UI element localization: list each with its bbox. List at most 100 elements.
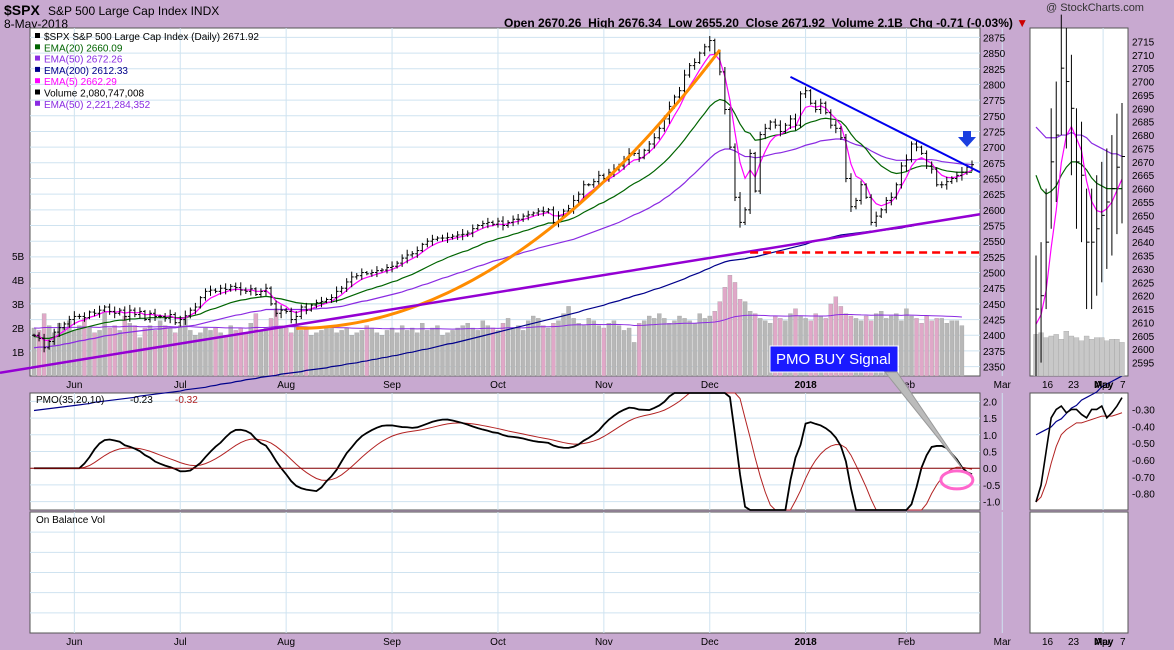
ema50-line — [33, 138, 973, 349]
volume-bar — [581, 325, 586, 377]
volume-bar — [188, 330, 193, 377]
volume-bar — [687, 320, 692, 377]
volume-label: Volume — [831, 16, 875, 30]
security-name-text: S&P 500 Large Cap Index — [48, 4, 188, 18]
time-tick-label: Dec — [701, 380, 719, 391]
volume-bar — [919, 323, 924, 377]
parabolic-trendline — [296, 49, 722, 330]
zoom-pmo-tick: -0.50 — [1132, 439, 1155, 450]
volume-bar — [505, 318, 511, 377]
open-label: Open — [504, 16, 535, 30]
volume-bar — [97, 330, 102, 377]
time-tick-label-bottom: 2018 — [794, 637, 817, 648]
zoom-time-tick: 7 — [1120, 380, 1126, 391]
zoom-time-tick: 23 — [1068, 380, 1080, 391]
price-tick-label: 2875 — [983, 33, 1006, 44]
time-tick-label: 2018 — [794, 380, 817, 391]
volume-bar — [173, 332, 178, 377]
volume-bar — [364, 325, 370, 377]
volume-bar — [228, 325, 233, 377]
time-tick-label-bottom: Jun — [66, 637, 82, 648]
volume-bar — [793, 308, 798, 377]
volume-bar — [445, 332, 450, 377]
volume-bar — [455, 327, 460, 377]
time-tick-label: Mar — [994, 380, 1012, 391]
volume-bar — [667, 323, 672, 377]
volume-bar — [531, 315, 536, 377]
legend-entry: $SPX S&P 500 Large Cap Index (Daily) 267… — [44, 32, 259, 43]
volume-bar — [435, 325, 440, 377]
pmo-axis: 2.0 1.5 1.0 0.5 0.0 -0.5 -1.0 — [983, 397, 1001, 508]
volume-bar — [682, 318, 687, 377]
price-tick-label: 2725 — [983, 127, 1006, 138]
zoom-volume-bar — [1094, 337, 1100, 377]
zoom-price-tick: 2620 — [1132, 292, 1155, 303]
volume-bar — [389, 327, 395, 377]
security-name: S&P 500 Large Cap Index INDX — [48, 4, 219, 18]
obv-title: On Balance Vol — [36, 515, 105, 526]
volume-bar — [914, 318, 919, 377]
chg-label: Chg — [909, 16, 933, 30]
volume-bar — [566, 306, 571, 377]
zoom-ema20-line — [1035, 161, 1122, 195]
volume-bar — [450, 330, 455, 377]
volume-bar — [223, 335, 228, 377]
volume-bar — [742, 301, 748, 377]
chg-value: -0.71 (-0.03%) — [936, 16, 1013, 30]
volume-bar — [763, 320, 768, 377]
zoom-volume-bar — [1083, 335, 1090, 377]
volume-bar — [813, 313, 818, 377]
volume-bar — [102, 311, 107, 377]
volume-bar — [152, 330, 158, 377]
volume-bar — [465, 323, 470, 377]
ohlc-bar: Open 2670.26 High 2676.34 Low 2655.20 Cl… — [504, 16, 1028, 30]
volume-bar — [541, 325, 546, 377]
zoom-time-tick-bottom: May — [1094, 637, 1114, 648]
zoom-price-tick: 2605 — [1132, 332, 1155, 343]
volume-bar — [662, 318, 667, 377]
price-tick-label: 2400 — [983, 331, 1006, 342]
volume-bar — [571, 318, 576, 377]
volume-bar — [526, 320, 531, 377]
zoom-price-tick: 2640 — [1132, 238, 1155, 249]
legend-entry: EMA(20) 2660.09 — [44, 43, 123, 54]
volume-bars — [31, 275, 965, 377]
high-value: 2676.34 — [618, 16, 662, 30]
pmo-title: PMO(35,20,10) — [36, 395, 104, 406]
volume-bar — [737, 299, 743, 377]
zoom-pmo-axis: -0.30 -0.40 -0.50 -0.60 -0.70 -0.80 — [1132, 405, 1155, 500]
zoom-volume-bar — [1119, 342, 1125, 377]
zoom-time-tick: May — [1094, 380, 1114, 391]
zoom-volume-bar — [1088, 339, 1095, 377]
price-tick-label: 2850 — [983, 49, 1006, 60]
price-tick-label: 2375 — [983, 347, 1006, 358]
time-tick-label: Jun — [66, 380, 82, 391]
zoom-volume-bar — [1053, 334, 1059, 377]
time-tick-label-bottom: Jul — [174, 637, 187, 648]
zoom-price-tick: 2695 — [1132, 91, 1155, 102]
pmo-signal-line — [34, 392, 973, 511]
volume-bar — [304, 327, 309, 377]
zoom-price-tick: 2705 — [1132, 64, 1155, 75]
volume-bar — [596, 325, 601, 377]
volume-bar — [415, 332, 420, 377]
zoom-time-tick-bottom: 23 — [1068, 637, 1080, 648]
annotation-text: PMO BUY Signal — [776, 351, 891, 368]
volume-bar — [652, 318, 657, 377]
price-tick-label: 2425 — [983, 316, 1006, 327]
time-tick-label-bottom: Apr — [1095, 637, 1111, 648]
legend-swatch — [35, 55, 40, 61]
volume-bar — [606, 323, 612, 377]
pmo-value: -0.23 — [130, 395, 153, 406]
zoom-price-tick: 2700 — [1132, 78, 1155, 89]
price-tick-label: 2475 — [983, 284, 1006, 295]
legend-swatch — [35, 33, 40, 38]
volume-bar — [636, 323, 642, 377]
volume-bar — [838, 306, 844, 377]
volume-bar — [692, 323, 697, 377]
volume-bar — [369, 327, 375, 377]
legend-swatch — [35, 100, 40, 106]
volume-bar — [289, 332, 294, 377]
volume-bar — [36, 330, 42, 377]
time-tick-label-bottom: Aug — [277, 637, 295, 648]
